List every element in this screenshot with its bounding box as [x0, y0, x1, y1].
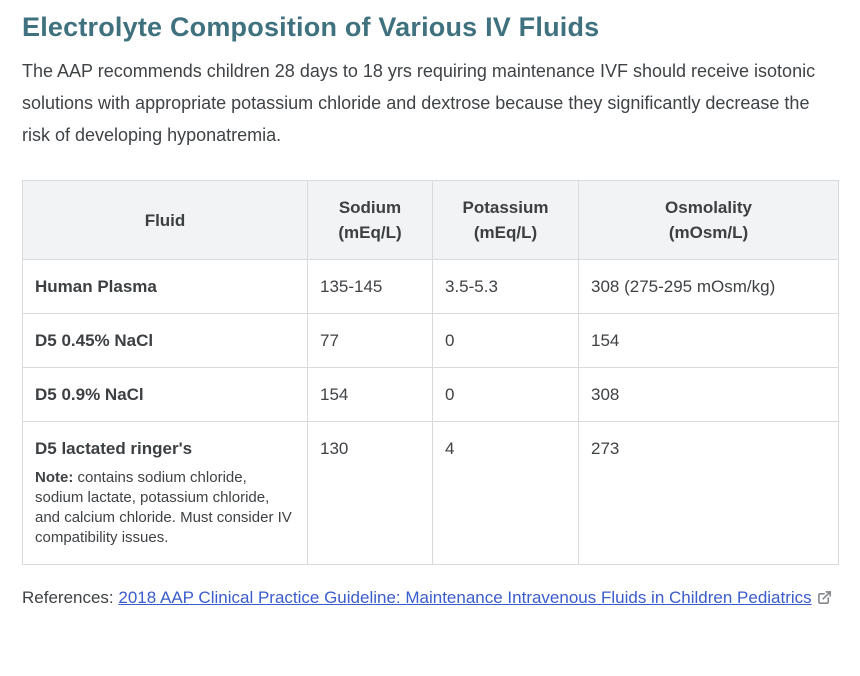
- potassium-value-cell: 0: [432, 367, 579, 422]
- intro-paragraph: The AAP recommends children 28 days to 1…: [22, 61, 816, 145]
- sodium-value-cell: 130: [307, 421, 433, 565]
- potassium-value-cell: 0: [432, 313, 579, 368]
- column-header-unit: (mEq/L): [473, 223, 538, 242]
- fluid-name-cell: D5 lactated ringer's Note: contains sodi…: [22, 421, 308, 565]
- fluid-note: Note: contains sodium chloride, sodium l…: [35, 468, 295, 548]
- column-header-label: Osmolality: [665, 198, 752, 217]
- fluid-name-cell: D5 0.45% NaCl: [22, 313, 308, 368]
- osmolality-value-cell: 154: [578, 313, 839, 368]
- references-label: References:: [22, 588, 119, 607]
- sodium-value-cell: 77: [307, 313, 433, 368]
- reference-link-text: 2018 AAP Clinical Practice Guideline: Ma…: [118, 588, 812, 607]
- column-header-label: Sodium: [338, 198, 402, 217]
- table-row: D5 lactated ringer's Note: contains sodi…: [22, 421, 839, 565]
- column-header-sodium: Sodium (mEq/L): [307, 180, 433, 260]
- fluid-name: Human Plasma: [35, 277, 157, 296]
- column-header-osmolality: Osmolality (mOsm/L): [578, 180, 839, 260]
- column-header-potassium: Potassium (mEq/L): [432, 180, 579, 260]
- table-row: D5 0.9% NaCl 154 0 308: [22, 367, 839, 422]
- sodium-value-cell: 135-145: [307, 259, 433, 314]
- note-text: contains sodium chloride, sodium lactate…: [35, 469, 292, 546]
- column-header-unit: (mOsm/L): [668, 223, 749, 242]
- references: References: 2018 AAP Clinical Practice G…: [22, 586, 832, 611]
- table-row: D5 0.45% NaCl 77 0 154: [22, 313, 839, 368]
- potassium-value-cell: 4: [432, 421, 579, 565]
- fluid-name: D5 0.45% NaCl: [35, 331, 154, 350]
- sodium-value-cell: 154: [307, 367, 433, 422]
- column-header-label: Fluid: [144, 210, 186, 230]
- external-link-icon[interactable]: [817, 588, 832, 611]
- note-label: Note:: [35, 469, 74, 486]
- fluid-name: D5 0.9% NaCl: [35, 385, 144, 404]
- column-header-fluid: Fluid: [22, 180, 308, 260]
- potassium-value-cell: 3.5-5.3: [432, 259, 579, 314]
- osmolality-value-cell: 308 (275-295 mOsm/kg): [578, 259, 839, 314]
- fluid-name-cell: Human Plasma: [22, 259, 308, 314]
- osmolality-value-cell: 308: [578, 367, 839, 422]
- table-row: Human Plasma 135-145 3.5-5.3 308 (275-29…: [22, 259, 839, 314]
- reference-link[interactable]: 2018 AAP Clinical Practice Guideline: Ma…: [118, 588, 811, 607]
- column-header-label: Potassium: [462, 198, 549, 217]
- column-header-unit: (mEq/L): [338, 223, 402, 242]
- fluid-name: D5 lactated ringer's: [35, 439, 193, 458]
- page-title: Electrolyte Composition of Various IV Fl…: [22, 12, 600, 42]
- table-header-row: Fluid Sodium (mEq/L) Potassium (mEq/L) O…: [22, 180, 839, 260]
- osmolality-value-cell: 273: [578, 421, 839, 565]
- fluid-name-cell: D5 0.9% NaCl: [22, 367, 308, 422]
- electrolyte-table: Fluid Sodium (mEq/L) Potassium (mEq/L) O…: [22, 180, 839, 565]
